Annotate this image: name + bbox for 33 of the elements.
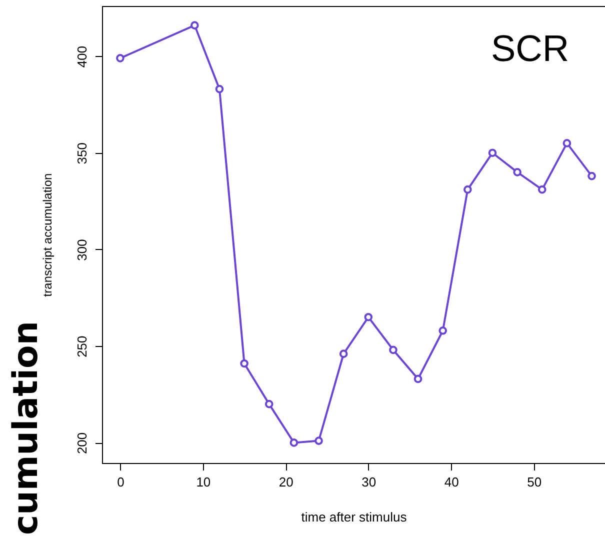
- point: [314, 436, 323, 445]
- y-tick-label: 200: [74, 432, 90, 454]
- x-axis-title: time after stimulus: [301, 510, 408, 524]
- y-tick-label: 350: [74, 142, 90, 164]
- point: [190, 21, 199, 30]
- point: [464, 185, 472, 194]
- point: [339, 350, 348, 358]
- point: [414, 374, 422, 384]
- x-tick-label: 20: [278, 474, 294, 490]
- point: [588, 172, 596, 180]
- point: [389, 346, 398, 354]
- x-tick-label: 10: [196, 474, 211, 490]
- point: [513, 168, 522, 176]
- point: [438, 326, 448, 335]
- point: [264, 400, 274, 408]
- y-tick-label: 400: [74, 46, 90, 68]
- point: [240, 359, 248, 368]
- point: [562, 139, 572, 148]
- x-tick-label: 50: [527, 474, 542, 490]
- x-tick-label: 0: [117, 474, 124, 490]
- point: [364, 312, 373, 322]
- x-tick-label: 40: [444, 474, 459, 490]
- point: [215, 84, 224, 94]
- point: [116, 54, 124, 62]
- text: cumulation: [6, 320, 46, 535]
- y-axis-title: transcript accumulation: [40, 173, 54, 297]
- y-tick-label: 250: [74, 336, 90, 358]
- x-tick-label: 30: [362, 474, 376, 490]
- point: [488, 148, 497, 158]
- point: [538, 185, 546, 194]
- y-tick-label: 300: [74, 239, 90, 261]
- text: SCR: [490, 28, 570, 69]
- point: [290, 438, 298, 447]
